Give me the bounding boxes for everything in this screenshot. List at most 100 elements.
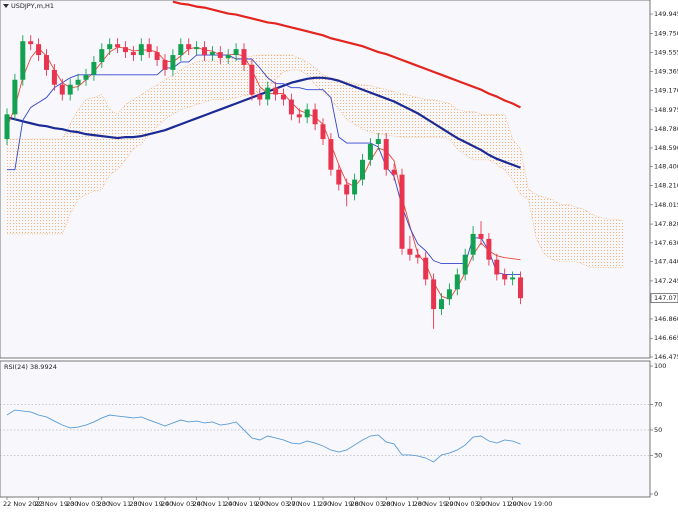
candle-body xyxy=(154,52,160,60)
candle-body xyxy=(123,47,128,53)
y-tick-label: 50 xyxy=(654,426,662,434)
candle-body xyxy=(399,174,405,249)
menu-arrow xyxy=(3,4,9,8)
candle-body xyxy=(478,233,484,239)
x-tick-label: 28 Nov 03:00 xyxy=(351,500,395,508)
y-tick-label: 146.860 xyxy=(654,315,678,323)
x-tick-label: 24 Nov 11:00 xyxy=(193,500,237,508)
x-tick-label: 22 Nov 2023 xyxy=(3,500,45,508)
candle-body xyxy=(320,124,326,140)
y-tick-label: 149.945 xyxy=(654,10,678,18)
candle-body xyxy=(44,55,49,70)
candle-body xyxy=(304,109,310,118)
y-tick-label: 149.170 xyxy=(654,87,678,95)
candle-body xyxy=(510,277,516,280)
candle-body xyxy=(336,169,342,185)
candle-body xyxy=(391,169,397,175)
main-panel xyxy=(0,0,651,359)
candle-body xyxy=(186,44,192,50)
x-tick-label: 24 Nov 03:00 xyxy=(161,500,205,508)
candle-body xyxy=(241,49,247,65)
y-tick-label: 149.555 xyxy=(654,49,678,57)
x-tick-label: 22 Nov 19:00 xyxy=(35,500,79,508)
y-tick-label: 100 xyxy=(654,362,666,370)
candle-body xyxy=(462,254,468,275)
candle-body xyxy=(217,52,223,59)
candle-body xyxy=(312,109,318,125)
candle-body xyxy=(415,254,421,258)
y-tick-label: 70 xyxy=(654,400,662,408)
candle-body xyxy=(4,114,10,140)
candle-body xyxy=(486,238,492,260)
y-tick-label: 30 xyxy=(654,452,662,460)
x-tick-label: 29 Nov 11:00 xyxy=(477,500,521,508)
candle-body xyxy=(233,49,239,56)
x-tick-label: 23 Nov 19:00 xyxy=(129,500,173,508)
candle-body xyxy=(202,47,207,56)
candle-body xyxy=(75,79,81,85)
candle-body xyxy=(407,248,413,255)
candle-body xyxy=(265,87,271,100)
y-tick-label: 149.365 xyxy=(654,67,678,75)
candle-body xyxy=(344,184,350,195)
candle-body xyxy=(178,44,184,56)
indicator-line xyxy=(172,0,521,109)
candle-body xyxy=(130,52,136,56)
candle-body xyxy=(288,99,294,115)
candle-body xyxy=(28,41,34,45)
candle-body xyxy=(83,74,89,80)
candle-body xyxy=(423,257,429,280)
y-tick-label: 148.400 xyxy=(654,163,678,171)
candle-body xyxy=(431,279,437,310)
candle-body xyxy=(170,55,176,70)
y-tick-label: 0 xyxy=(654,490,658,498)
candle-body xyxy=(518,277,523,299)
y-tick-label: 148.590 xyxy=(654,144,678,152)
y-tick-label: 147.820 xyxy=(654,220,678,228)
x-tick-label: 29 Nov 19:00 xyxy=(509,500,553,508)
rsi-panel xyxy=(0,360,651,498)
x-tick-label: 28 Nov 19:00 xyxy=(414,500,458,508)
x-tick-label: 23 Nov 03:00 xyxy=(66,500,110,508)
x-tick-label: 24 Nov 19:00 xyxy=(224,500,268,508)
y-tick-label: 146.665 xyxy=(654,334,678,342)
candle-body xyxy=(12,79,18,115)
candle-body xyxy=(446,289,452,300)
candle-body xyxy=(36,44,42,56)
last-price-box xyxy=(650,293,678,303)
cloud-edge xyxy=(7,54,624,222)
candle-body xyxy=(51,69,57,85)
candle-body xyxy=(328,139,334,170)
ichimoku-cloud xyxy=(7,55,624,268)
candle-body xyxy=(502,274,508,280)
candle-body xyxy=(383,139,389,170)
candle-body xyxy=(91,61,97,75)
x-tick-label: 23 Nov 11:00 xyxy=(98,500,142,508)
rsi-line xyxy=(6,409,521,463)
candle-body xyxy=(138,44,144,56)
candle-body xyxy=(162,59,168,70)
candle-body xyxy=(439,299,444,310)
candle-body xyxy=(470,233,476,255)
y-tick-label: 149.750 xyxy=(654,29,678,37)
candle-body xyxy=(454,274,460,290)
candle-body xyxy=(360,159,365,180)
candle-body xyxy=(273,87,279,95)
candle-body xyxy=(67,84,73,95)
candle-body xyxy=(115,44,121,48)
candle-body xyxy=(375,139,381,145)
y-tick-label: 147.440 xyxy=(654,258,678,266)
candle-body xyxy=(59,84,65,95)
candle-body xyxy=(99,49,105,62)
candle-body xyxy=(194,47,200,50)
x-tick-label: 28 Nov 11:00 xyxy=(382,500,426,508)
candle-body xyxy=(107,44,113,50)
y-tick-label: 147.245 xyxy=(654,277,678,285)
x-tick-label: 27 Nov 03:00 xyxy=(256,500,300,508)
candle-body xyxy=(249,64,255,95)
candle-body xyxy=(494,259,500,275)
last-price-label: 147.071 xyxy=(654,294,678,302)
candle-body xyxy=(225,55,231,59)
y-tick-label: 148.015 xyxy=(654,201,678,209)
